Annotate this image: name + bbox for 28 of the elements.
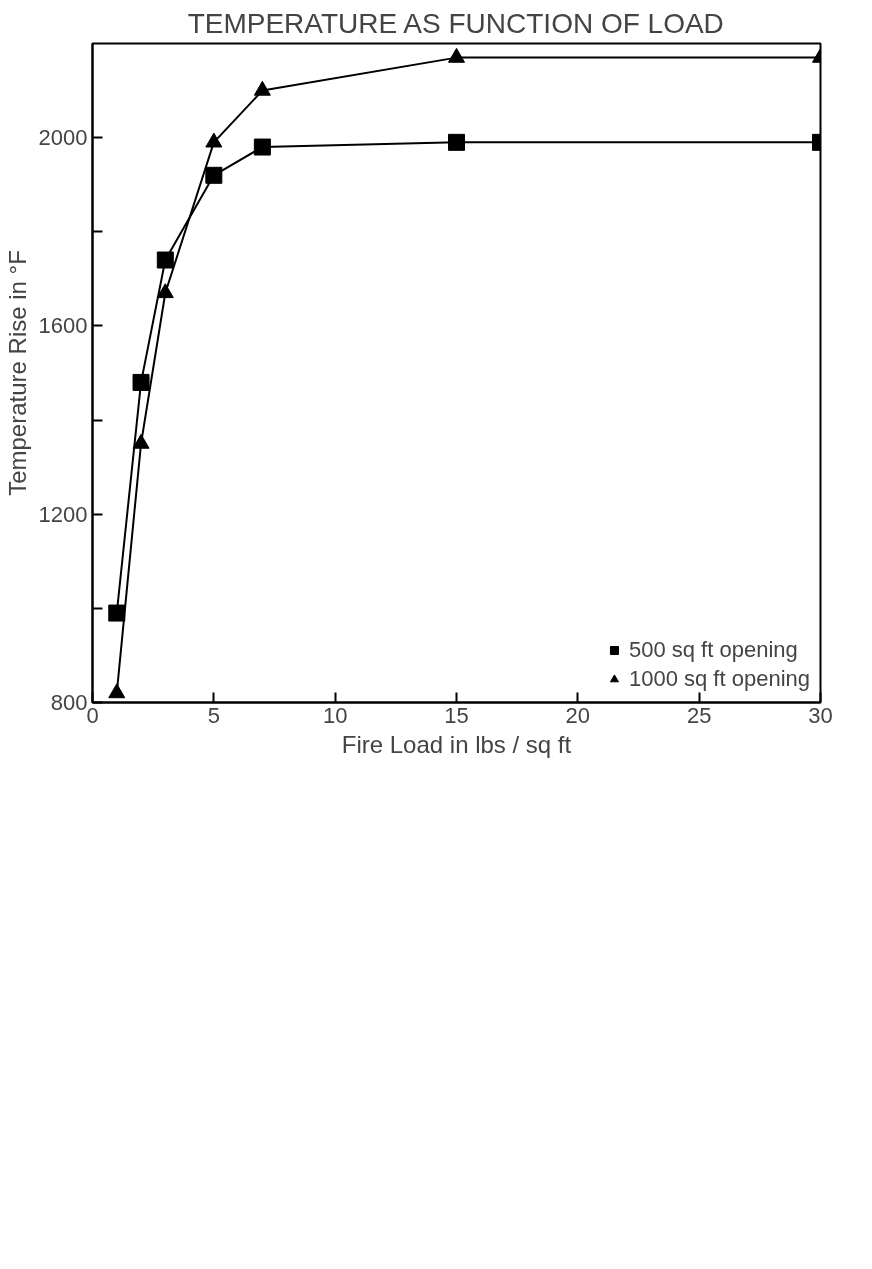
point [108,604,126,622]
point [253,138,271,156]
y-axis-title: Temperature Rise in °F [3,250,31,496]
chart-title: TEMPERATURE AS FUNCTION OF LOAD [187,7,724,39]
point [253,80,271,96]
point [448,47,465,63]
point [132,433,150,449]
x-tick-label: 0 [86,702,99,728]
point [132,373,150,391]
legend-label: 500 sq ft opening [628,637,798,663]
x-axis-title: Fire Load in lbs / sq ft [341,730,572,758]
y-tick-label: 1200 [38,501,88,527]
point [205,166,223,184]
x-tick-label: 25 [686,702,712,728]
point [448,133,465,151]
y-tick-label: 1600 [38,313,88,339]
y-tick-label: 800 [50,690,88,715]
y-tick-label: 2000 [38,125,88,151]
x-tick-label: 30 [808,702,833,728]
x-tick-label: 5 [207,702,220,728]
point [108,683,126,699]
x-tick-label: 10 [322,702,348,728]
x-tick-label: 20 [565,702,591,728]
point [156,283,174,299]
point [156,251,174,269]
x-tick-label: 15 [444,702,469,728]
point [205,132,223,148]
legend-label: 1000 sq ft opening [628,666,810,692]
